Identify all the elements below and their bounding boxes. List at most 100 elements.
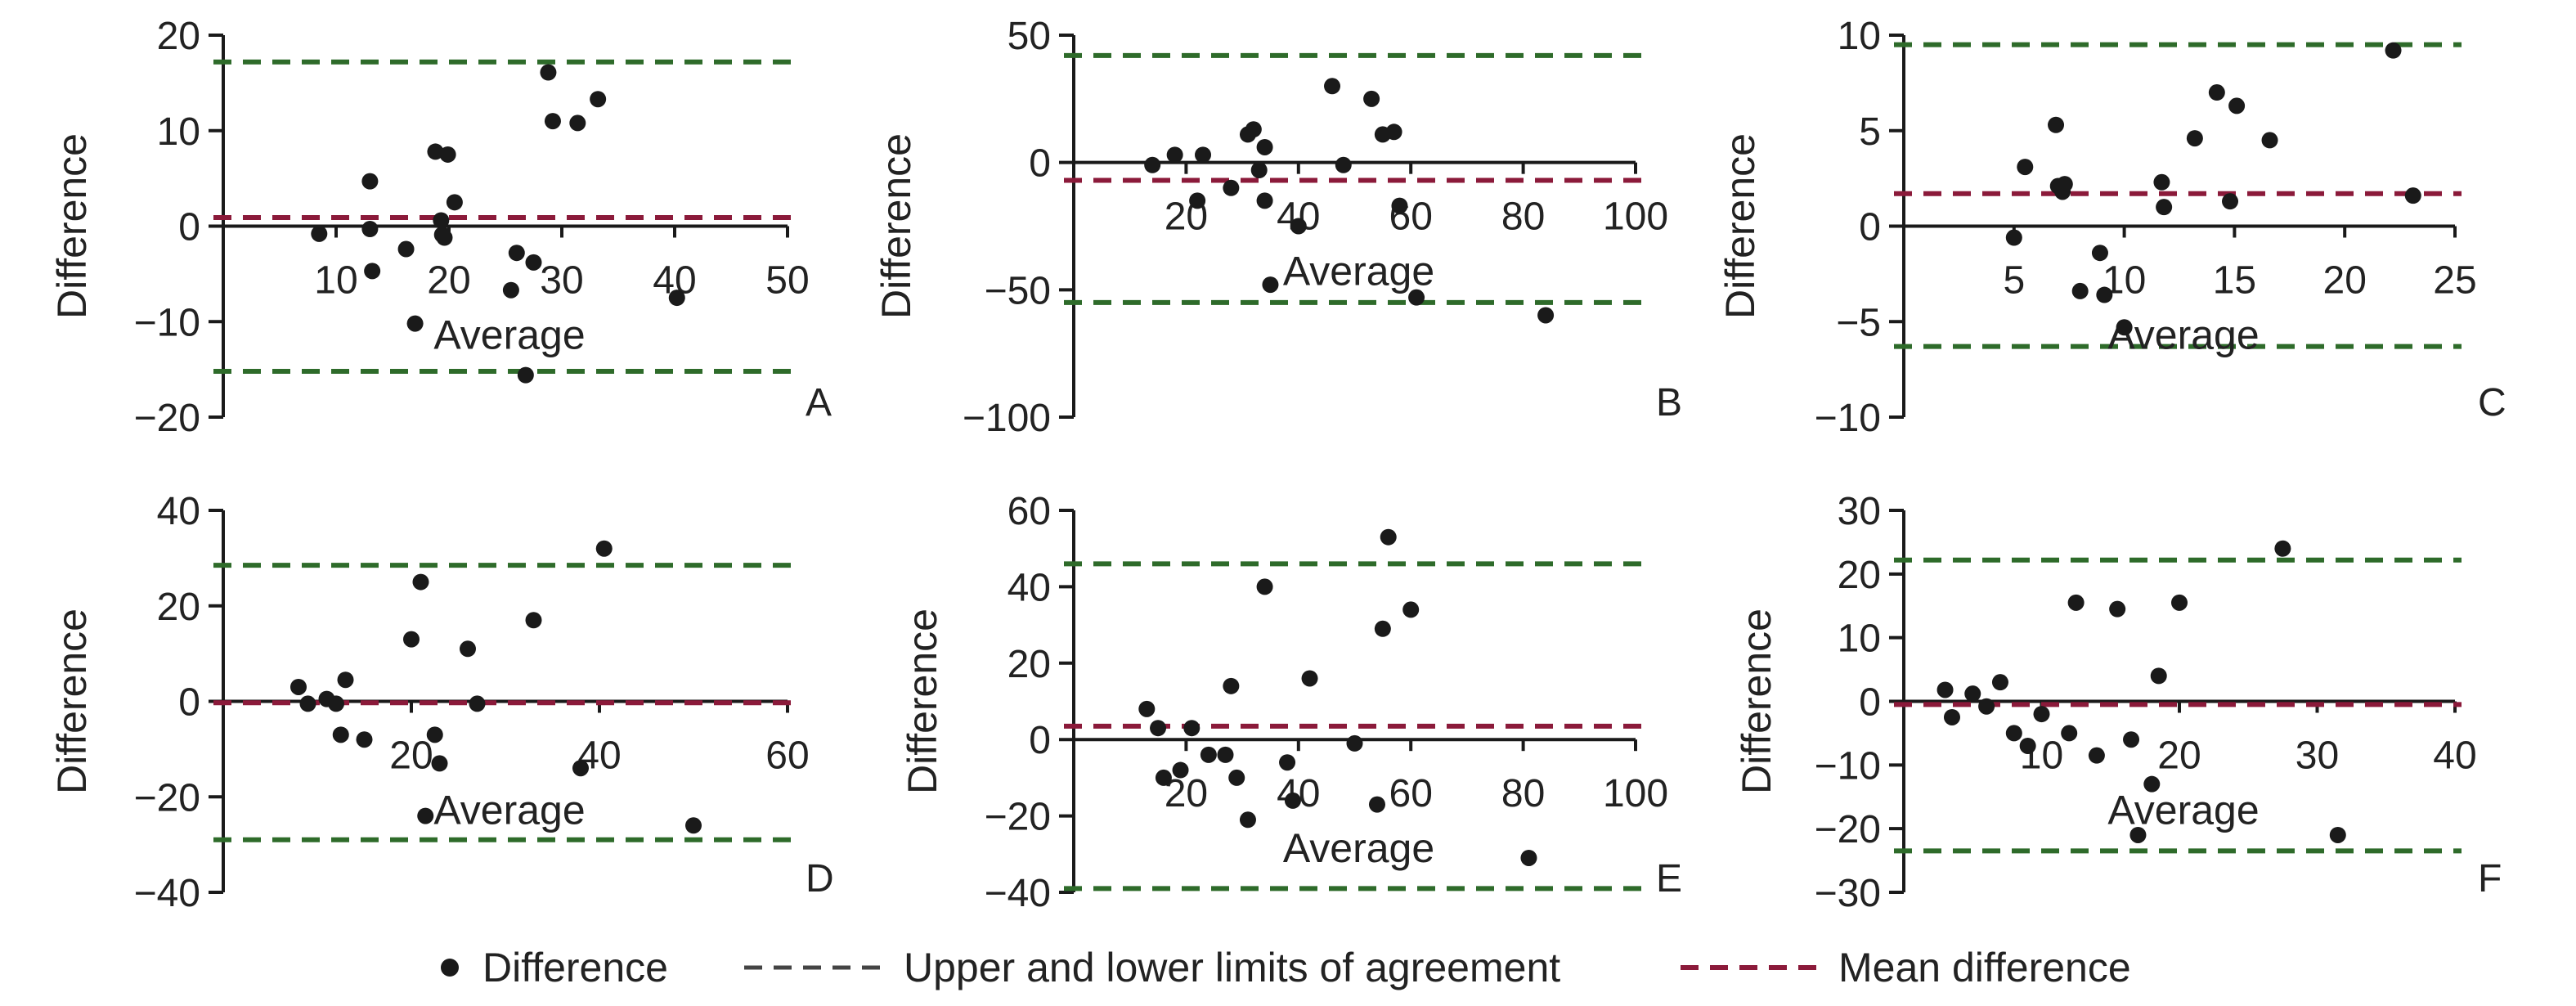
- panel-d-point: [460, 640, 476, 658]
- panel-a-y-tick-label: −10: [134, 301, 200, 344]
- panel-a-y-tick-label: 10: [157, 110, 200, 154]
- panel-a-point: [502, 281, 519, 299]
- panel-e-point: [1284, 792, 1301, 809]
- panel-d-point: [412, 573, 429, 591]
- panel-c-point: [2208, 84, 2225, 101]
- panel-c-x-tick-label: 25: [2433, 259, 2476, 303]
- panel-a-letter: A: [806, 381, 832, 424]
- panel-f-y-tick-label: −10: [1815, 744, 1881, 788]
- panel-f-x-label: Average: [2107, 788, 2259, 833]
- panel-c-point: [2385, 42, 2402, 59]
- panel-d-point: [595, 540, 613, 557]
- panel-b-x-label: Average: [1283, 249, 1434, 294]
- panel-b-point: [1144, 156, 1161, 173]
- panel-d-point: [685, 817, 702, 834]
- panel-e-point: [1183, 720, 1200, 737]
- panel-f-point: [2067, 594, 2085, 611]
- panel-f-point: [2143, 775, 2161, 793]
- panel-e-point: [1228, 769, 1245, 786]
- panel-c-y-tick-label: 0: [1859, 206, 1881, 249]
- panel-e-point: [1374, 620, 1391, 637]
- panel-e-y-tick-label: 20: [1008, 643, 1051, 686]
- panel-f-point: [2061, 725, 2078, 742]
- panel-c-y-tick-label: −10: [1815, 397, 1881, 440]
- panel-a-point: [436, 229, 453, 246]
- panel-a-y-label: Difference: [49, 133, 95, 319]
- panel-b-point: [1408, 289, 1425, 306]
- panel-b-y-tick-label: −50: [985, 269, 1051, 312]
- panel-c-point: [2056, 176, 2073, 193]
- panel-f-point: [1978, 698, 1995, 715]
- panel-e-point: [1150, 720, 1167, 737]
- panel-e-point: [1368, 796, 1385, 813]
- panel-b-point: [1385, 124, 1402, 141]
- panel-d-point: [426, 726, 443, 743]
- panel-d-y-tick-label: −20: [134, 776, 200, 820]
- panel-a-point: [544, 113, 561, 130]
- panel-a-point: [508, 245, 525, 262]
- panel-d-point: [525, 612, 542, 629]
- panel-e-y-tick-label: 40: [1008, 566, 1051, 609]
- panel-a-point: [364, 263, 381, 280]
- panel-b-point: [1245, 121, 1262, 138]
- panel-d-point: [356, 731, 373, 748]
- panel-d-point: [431, 755, 448, 772]
- panel-b-y-tick-label: 0: [1029, 142, 1051, 186]
- panel-f-y-tick-label: −20: [1815, 808, 1881, 851]
- legend-mean-label: Mean difference: [1838, 945, 2131, 990]
- panel-e-y-tick-label: 0: [1029, 719, 1051, 762]
- panel-e-point: [1380, 528, 1397, 546]
- panel-a-point: [406, 315, 424, 332]
- panel-a-point: [361, 221, 379, 238]
- panel-f-letter: F: [2478, 857, 2502, 900]
- panel-a-point: [446, 194, 463, 211]
- panel-a-point: [517, 366, 534, 384]
- panel-a-point: [540, 64, 557, 81]
- panel-e-point: [1138, 700, 1156, 717]
- panel-c-point: [2186, 130, 2203, 147]
- panel-c-x-tick-label: 5: [2003, 259, 2025, 303]
- panel-a-point: [668, 290, 685, 307]
- panel-e-y-tick-label: 60: [1008, 490, 1051, 533]
- panel-e-letter: E: [1656, 857, 1682, 900]
- panel-a-y-tick-label: 20: [157, 15, 200, 58]
- legend: Difference Upper and lower limits of agr…: [441, 945, 2131, 990]
- panel-c-point: [2404, 187, 2421, 204]
- panel-a-point: [397, 240, 415, 258]
- panel-f-x-tick-label: 40: [2433, 734, 2476, 778]
- panel-c-letter: C: [2478, 381, 2506, 424]
- panel-e-point: [1223, 677, 1240, 694]
- panel-d-point: [337, 671, 354, 689]
- panel-d-x-tick-label: 60: [765, 734, 809, 778]
- panel-f-y-tick-label: 30: [1838, 490, 1881, 533]
- panel-b-y-tick-label: 50: [1008, 15, 1051, 58]
- panel-d-point: [332, 726, 349, 743]
- panel-d-point: [403, 631, 420, 648]
- panel-c-x-tick-label: 20: [2323, 259, 2367, 303]
- legend-limits-label: Upper and lower limits of agreement: [904, 945, 1560, 990]
- legend-difference-label: Difference: [482, 945, 668, 990]
- panel-f-y-tick-label: −30: [1815, 872, 1881, 915]
- panel-e-point: [1279, 754, 1296, 771]
- panel-c-point: [2091, 245, 2108, 262]
- panel-b-point: [1250, 162, 1268, 179]
- panel-e-point: [1239, 811, 1256, 829]
- panel-a-point: [590, 91, 607, 108]
- panel-e-x-tick-label: 100: [1603, 772, 1668, 815]
- panel-e-point: [1301, 670, 1318, 687]
- panel-f-point: [1991, 674, 2008, 691]
- panel-b-point: [1195, 146, 1212, 164]
- panel-b-point: [1256, 192, 1273, 209]
- panel-e-point: [1402, 601, 1420, 618]
- panel-f-point: [2005, 725, 2022, 742]
- panel-f-point: [2274, 540, 2291, 557]
- panel-c-point: [2228, 97, 2246, 115]
- panel-f-x-tick-label: 30: [2296, 734, 2339, 778]
- panel-d-y-tick-label: 40: [157, 490, 200, 533]
- panel-a-y-tick-label: 0: [178, 206, 200, 249]
